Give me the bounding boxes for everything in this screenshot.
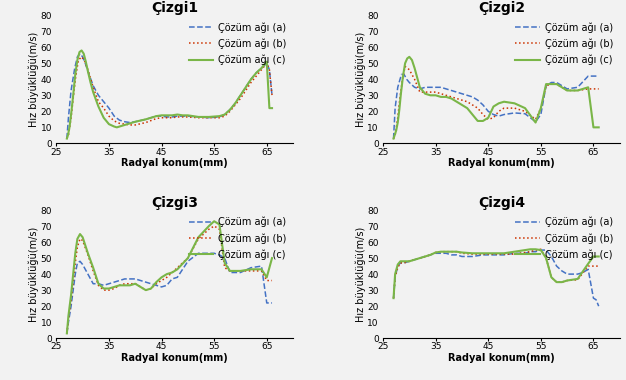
- Legend: Çözüm ağı (a), Çözüm ağı (b), Çözüm ağı (c): Çözüm ağı (a), Çözüm ağı (b), Çözüm ağı …: [513, 215, 615, 262]
- Legend: Çözüm ağı (a), Çözüm ağı (b), Çözüm ağı (c): Çözüm ağı (a), Çözüm ağı (b), Çözüm ağı …: [513, 20, 615, 67]
- Legend: Çözüm ağı (a), Çözüm ağı (b), Çözüm ağı (c): Çözüm ağı (a), Çözüm ağı (b), Çözüm ağı …: [187, 215, 288, 262]
- Y-axis label: Hız büyüklüğü(m/s): Hız büyüklüğü(m/s): [29, 226, 39, 322]
- X-axis label: Radyal konum(mm): Radyal konum(mm): [121, 158, 228, 168]
- Title: Çizgi1: Çizgi1: [151, 1, 198, 15]
- Legend: Çözüm ağı (a), Çözüm ağı (b), Çözüm ağı (c): Çözüm ağı (a), Çözüm ağı (b), Çözüm ağı …: [187, 20, 288, 67]
- X-axis label: Radyal konum(mm): Radyal konum(mm): [448, 353, 555, 363]
- Title: Çizgi2: Çizgi2: [478, 1, 525, 15]
- X-axis label: Radyal konum(mm): Radyal konum(mm): [448, 158, 555, 168]
- Title: Çizgi4: Çizgi4: [478, 196, 525, 210]
- X-axis label: Radyal konum(mm): Radyal konum(mm): [121, 353, 228, 363]
- Y-axis label: Hız büyüklüğü(m/s): Hız büyüklüğü(m/s): [356, 226, 366, 322]
- Y-axis label: Hız büyüklüğü(m/s): Hız büyüklüğü(m/s): [29, 32, 39, 127]
- Title: Çizgi3: Çizgi3: [151, 196, 198, 210]
- Y-axis label: Hız büyüklüğü(m/s): Hız büyüklüğü(m/s): [356, 32, 366, 127]
